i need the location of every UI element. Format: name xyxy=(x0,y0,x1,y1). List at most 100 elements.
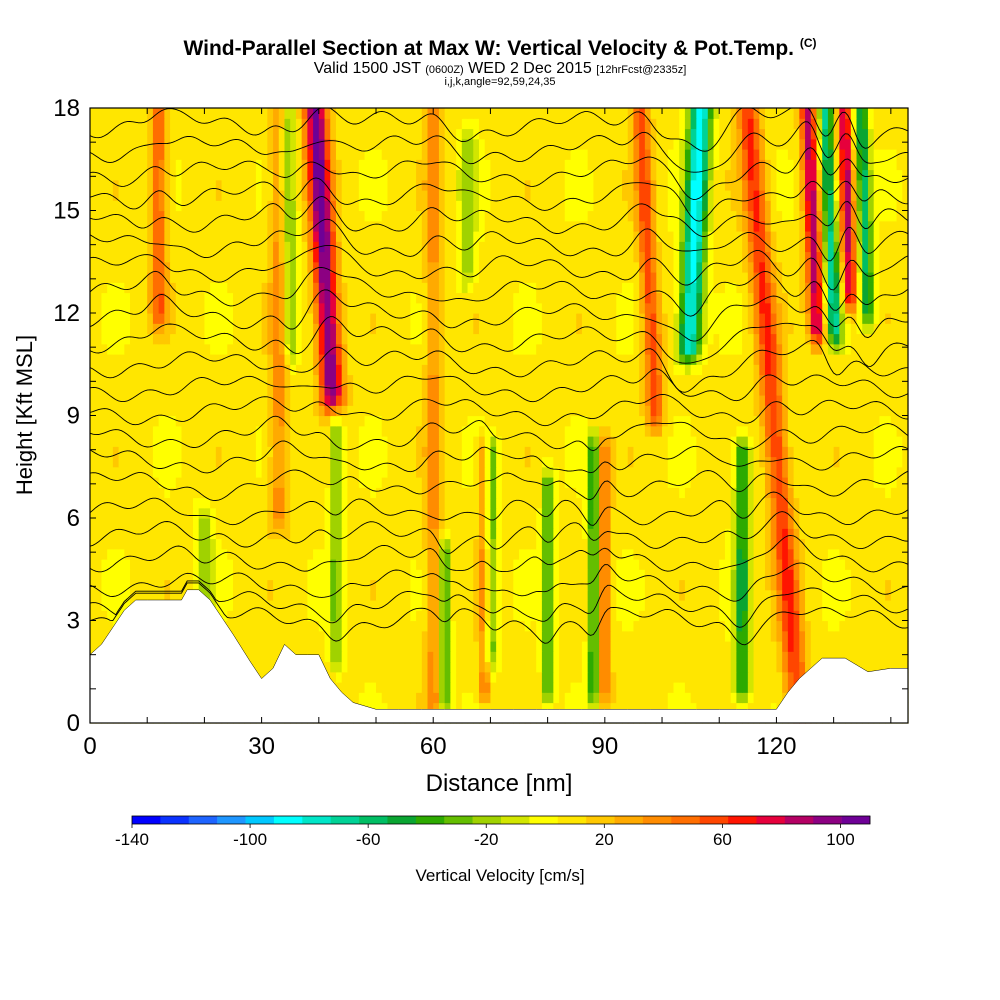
velocity-cell xyxy=(673,589,680,601)
velocity-cell xyxy=(702,692,709,704)
velocity-cell xyxy=(713,518,720,529)
velocity-cell xyxy=(421,507,429,519)
velocity-cell xyxy=(267,610,274,622)
velocity-cell xyxy=(427,425,434,437)
velocity-cell xyxy=(536,651,543,663)
velocity-cell xyxy=(461,477,469,488)
velocity-cell xyxy=(799,497,806,509)
velocity-cell xyxy=(478,395,486,406)
velocity-cell xyxy=(850,487,858,499)
velocity-cell xyxy=(627,477,635,488)
velocity-cell xyxy=(238,374,246,386)
velocity-cell xyxy=(827,528,835,540)
velocity-cell xyxy=(152,538,160,550)
velocity-cell xyxy=(456,446,463,458)
velocity-cell xyxy=(604,589,612,601)
velocity-cell xyxy=(810,415,818,427)
velocity-cell xyxy=(324,425,331,437)
velocity-cell xyxy=(576,630,583,642)
velocity-cell xyxy=(410,477,417,488)
velocity-cell xyxy=(713,671,720,683)
velocity-cell xyxy=(513,671,520,683)
velocity-cell xyxy=(152,374,160,386)
velocity-cell xyxy=(604,477,612,488)
velocity-cell xyxy=(787,456,795,468)
velocity-cell xyxy=(175,579,183,591)
velocity-cell xyxy=(707,384,715,396)
velocity-cell xyxy=(456,641,463,652)
velocity-cell xyxy=(507,630,514,642)
velocity-cell xyxy=(553,446,560,458)
velocity-cell xyxy=(633,661,640,673)
velocity-cell xyxy=(713,466,720,478)
velocity-cell xyxy=(839,507,846,519)
velocity-cell xyxy=(879,600,886,611)
velocity-cell xyxy=(639,651,646,663)
velocity-cell xyxy=(501,528,509,540)
velocity-cell xyxy=(724,641,732,652)
velocity-cell xyxy=(724,395,732,406)
velocity-cell xyxy=(118,374,125,386)
velocity-cell xyxy=(147,374,154,386)
velocity-cell xyxy=(553,374,560,386)
velocity-cell xyxy=(639,466,646,478)
velocity-cell xyxy=(581,446,589,458)
velocity-cell xyxy=(456,702,463,714)
velocity-cell xyxy=(376,661,383,673)
velocity-cell xyxy=(501,364,509,376)
velocity-cell xyxy=(410,559,417,570)
velocity-cell xyxy=(284,374,291,386)
velocity-cell xyxy=(524,425,532,437)
velocity-cell xyxy=(335,548,343,560)
velocity-cell xyxy=(770,446,778,458)
velocity-cell xyxy=(587,374,594,386)
velocity-cell xyxy=(850,395,858,406)
velocity-cell xyxy=(599,610,606,622)
velocity-cell xyxy=(696,620,703,632)
velocity-cell xyxy=(599,630,606,642)
velocity-cell xyxy=(261,364,268,376)
velocity-cell xyxy=(244,641,251,652)
velocity-cell xyxy=(513,630,520,642)
velocity-cell xyxy=(599,538,606,550)
velocity-cell xyxy=(524,692,532,704)
velocity-cell xyxy=(736,518,743,529)
velocity-cell xyxy=(250,538,257,550)
velocity-cell xyxy=(381,630,389,642)
velocity-cell xyxy=(135,548,143,560)
velocity-cell xyxy=(473,682,480,693)
velocity-cell xyxy=(776,364,783,376)
velocity-cell xyxy=(278,630,286,642)
velocity-cell xyxy=(421,692,429,704)
velocity-cell xyxy=(662,671,669,683)
velocity-cell xyxy=(278,528,286,540)
velocity-cell xyxy=(690,395,697,406)
velocity-cell xyxy=(478,548,486,560)
velocity-cell xyxy=(770,384,778,396)
velocity-cell xyxy=(736,548,743,560)
velocity-cell xyxy=(427,620,434,632)
velocity-cell xyxy=(112,395,120,406)
velocity-cell xyxy=(438,415,446,427)
velocity-cell xyxy=(204,548,211,560)
velocity-cell xyxy=(473,405,480,417)
velocity-cell xyxy=(427,610,434,622)
velocity-cell xyxy=(793,579,800,591)
velocity-cell xyxy=(158,395,165,406)
velocity-cell xyxy=(410,446,417,458)
velocity-cell xyxy=(478,651,486,663)
velocity-cell xyxy=(799,477,806,488)
velocity-cell xyxy=(862,620,869,632)
velocity-cell xyxy=(267,589,274,601)
velocity-cell xyxy=(599,600,606,611)
velocity-cell xyxy=(650,692,657,704)
velocity-cell xyxy=(461,579,469,591)
velocity-cell xyxy=(307,487,314,499)
velocity-cell xyxy=(444,651,451,663)
velocity-cell xyxy=(633,538,640,550)
velocity-cell xyxy=(358,374,366,386)
velocity-cell xyxy=(805,589,812,601)
velocity-cell xyxy=(290,425,297,437)
velocity-cell xyxy=(290,436,297,447)
velocity-cell xyxy=(524,446,532,458)
